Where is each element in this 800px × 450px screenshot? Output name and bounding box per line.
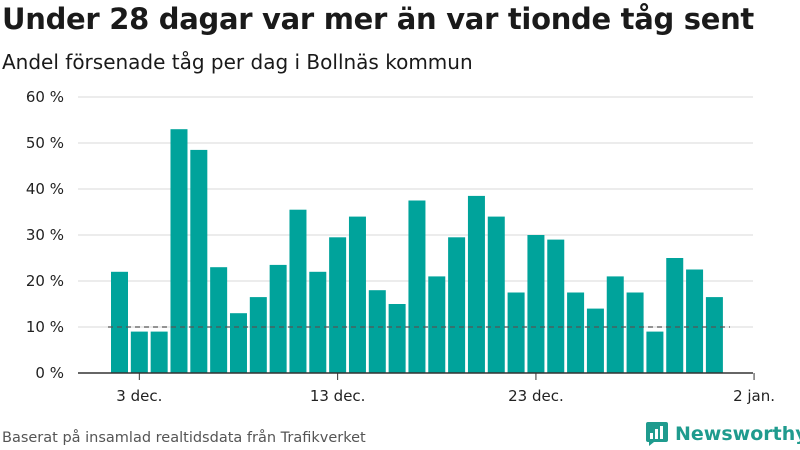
bar <box>388 304 406 373</box>
y-tick-label: 0 % <box>35 364 64 382</box>
bars <box>111 129 723 373</box>
bar <box>606 276 624 373</box>
bar <box>507 292 525 373</box>
y-tick-label: 20 % <box>26 272 64 290</box>
brand-name: Newsworthy <box>675 423 800 445</box>
bar <box>686 269 704 373</box>
bar <box>567 292 585 373</box>
bar <box>467 195 485 373</box>
bar <box>111 271 128 373</box>
x-tick-label: 2 jan. <box>733 387 775 405</box>
bar <box>428 276 446 373</box>
bar <box>269 264 287 373</box>
bar <box>329 237 347 373</box>
bar <box>249 297 267 373</box>
source-note: Baserat på insamlad realtidsdata från Tr… <box>2 430 366 446</box>
newsworthy-chart-bubble-icon <box>646 422 668 446</box>
y-tick-label: 50 % <box>26 134 64 152</box>
chart-title: Under 28 dagar var mer än var tionde tåg… <box>2 2 754 36</box>
bar <box>309 271 327 373</box>
bar <box>527 235 545 373</box>
bar <box>368 290 386 373</box>
y-tick-label: 60 % <box>26 88 64 106</box>
y-tick-label: 40 % <box>26 180 64 198</box>
y-tick-label: 10 % <box>26 318 64 336</box>
x-tick-label: 13 dec. <box>310 387 366 405</box>
bar <box>229 313 247 373</box>
y-tick-label: 30 % <box>26 226 64 244</box>
bar <box>547 239 565 373</box>
bar <box>348 216 366 373</box>
x-axis-ticks: 3 dec. 13 dec. 23 dec. 2 jan. <box>116 373 775 405</box>
bar <box>408 200 426 373</box>
bar <box>210 267 228 373</box>
bar <box>705 297 723 373</box>
bar-chart: 0 % 10 % 20 % 30 % 40 % 50 % 60 % 3 dec. 13 dec… <box>26 88 775 405</box>
bar <box>646 331 664 373</box>
y-axis-ticks: 0 % 10 % 20 % 30 % 40 % 50 % 60 % <box>26 88 64 382</box>
chart-subtitle: Andel försenade tåg per dag i Bollnäs ko… <box>2 50 473 74</box>
bar <box>289 209 307 373</box>
x-tick-label: 3 dec. <box>116 387 162 405</box>
bar <box>190 149 208 373</box>
x-tick-label: 23 dec. <box>508 387 564 405</box>
brand-logo[interactable]: Newsworthy <box>645 420 800 448</box>
bar <box>448 237 466 373</box>
bar <box>130 331 148 373</box>
bar <box>170 129 188 373</box>
bar <box>150 331 168 373</box>
bar <box>586 308 604 373</box>
bar <box>626 292 644 373</box>
bar <box>487 216 505 373</box>
bar <box>666 258 684 373</box>
